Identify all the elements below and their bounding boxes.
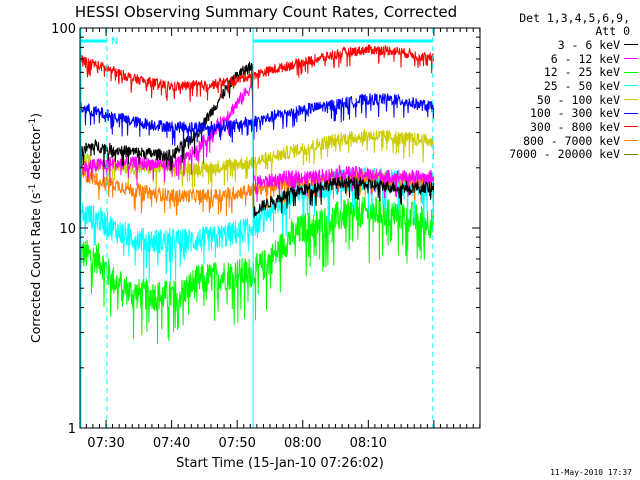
y-axis-label-exp1: -1 xyxy=(28,184,38,193)
y-tick-label: 100 xyxy=(51,22,76,37)
legend-label: 50 - 100 keV xyxy=(536,92,620,107)
legend-entry: 6 - 12 keV xyxy=(478,52,638,66)
legend-label: 6 - 12 keV xyxy=(550,51,620,66)
legend-label: 3 - 6 keV xyxy=(557,37,620,52)
legend-swatch xyxy=(624,85,638,87)
series-line-100to300kev xyxy=(79,93,435,146)
chart-title: HESSI Observing Summary Count Rates, Cor… xyxy=(75,3,457,21)
legend-label: 300 - 800 keV xyxy=(529,119,620,134)
legend-swatch xyxy=(624,153,638,155)
legend-swatch xyxy=(624,126,638,128)
x-tick-label: 08:00 xyxy=(284,436,321,451)
legend-swatch xyxy=(624,140,638,142)
legend-entry: 7000 - 20000 keV xyxy=(478,147,638,162)
y-axis-ticks: 1 10 100 xyxy=(51,22,480,437)
legend-swatch xyxy=(624,71,638,73)
legend-label: 800 - 7000 keV xyxy=(523,133,620,148)
y-tick-label: 10 xyxy=(59,222,76,237)
series-line-300to800kev xyxy=(79,44,435,102)
series-line-3to6kev xyxy=(79,61,435,218)
plot-series-group xyxy=(79,44,435,345)
legend-entry: 25 - 50 keV xyxy=(478,79,638,93)
legend-entry: 300 - 800 keV xyxy=(478,120,638,134)
legend-entry: 3 - 6 keV xyxy=(478,38,638,52)
legend-label: 25 - 50 keV xyxy=(543,78,620,93)
legend-swatch xyxy=(624,44,638,46)
y-axis-label: Corrected Count Rate (s-1 detector-1) xyxy=(28,113,43,343)
series-line-12to25kev xyxy=(79,196,435,345)
legend-header-line1: Det 1,3,4,5,6,9, xyxy=(519,11,630,25)
x-tick-label: 07:40 xyxy=(153,436,190,451)
legend-label: 12 - 25 keV xyxy=(543,65,620,80)
x-tick-label: 07:30 xyxy=(87,436,124,451)
legend-label: 7000 - 20000 keV xyxy=(509,147,620,162)
y-axis-label-base: Corrected Count Rate (s xyxy=(28,193,43,343)
x-axis-ticks: 07:30 07:40 07:50 08:00 08:10 xyxy=(85,28,481,451)
y-axis-label-end: ) xyxy=(28,113,43,118)
legend-header-line2: Att 0 xyxy=(595,24,630,38)
legend-entry: 50 - 100 keV xyxy=(478,93,638,107)
legend-entry: 100 - 300 keV xyxy=(478,106,638,120)
legend-swatch xyxy=(624,58,638,60)
legend-rows: 3 - 6 keV 6 - 12 keV 12 - 25 keV 25 - 50 ke… xyxy=(478,38,638,161)
legend-entry: 12 - 25 keV xyxy=(478,65,638,79)
series-line-50to100kev xyxy=(79,129,435,189)
y-tick-label: 1 xyxy=(68,422,76,437)
y-axis-label-mid: detector xyxy=(28,126,43,184)
x-tick-label: 08:10 xyxy=(350,436,387,451)
legend-swatch xyxy=(624,99,638,101)
flag-label: N xyxy=(111,36,118,47)
legend-label: 100 - 300 keV xyxy=(529,106,620,121)
legend: Det 1,3,4,5,6,9, Att 0 3 - 6 keV 6 - 12 k… xyxy=(478,12,638,161)
x-axis-label: Start Time (15-Jan-10 07:26:02) xyxy=(176,456,384,471)
x-tick-label: 07:50 xyxy=(218,436,255,451)
y-axis-label-exp2: -1 xyxy=(28,118,38,127)
footer-timestamp: 11-May-2010 17:37 xyxy=(550,468,632,477)
legend-entry: 800 - 7000 keV xyxy=(478,134,638,148)
legend-swatch xyxy=(624,112,638,114)
